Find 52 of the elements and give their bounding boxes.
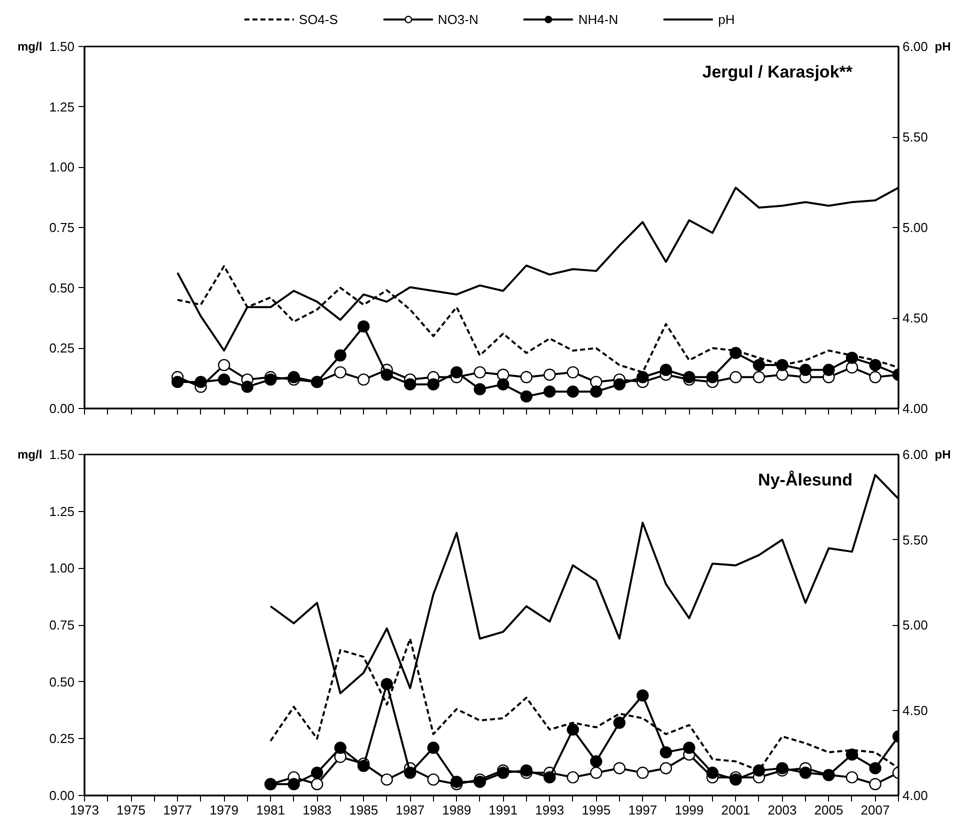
x-tick-label: 1993 [535, 802, 564, 818]
x-tick-label: 1975 [116, 802, 146, 818]
x-tick-label: 2005 [814, 802, 844, 818]
y-tick-label: 1.00 [49, 160, 75, 175]
y-tick-label: 0.25 [49, 731, 75, 746]
x-tick-label: 1999 [674, 802, 704, 818]
text: Jergul / Karasjok** [702, 62, 853, 82]
y-axis-title: mg/l [18, 448, 42, 462]
x-tick-label: 1989 [442, 802, 472, 818]
x-tick-label: 1973 [70, 802, 99, 818]
legend-label: NO3-N [438, 12, 478, 26]
x-tick-label: 1983 [302, 802, 332, 818]
legend-label: SO4-S [298, 12, 338, 26]
legend-label: NH4-N [578, 12, 618, 26]
y-tick-label: 0.50 [49, 280, 75, 296]
x-tick-label: 1977 [163, 802, 192, 818]
y-tick-label: 0.25 [49, 340, 75, 356]
x-tick-label: 2003 [768, 802, 797, 818]
y2-tick-label: 4.00 [902, 788, 928, 803]
y2-axis-title: pH [934, 448, 951, 462]
y2-tick-label: 6.00 [902, 447, 928, 462]
x-tick-label: 1981 [256, 802, 286, 818]
y-tick-label: 1.25 [49, 99, 75, 114]
x-tick-label: 1991 [488, 802, 518, 818]
y2-tick-label: 6.00 [902, 39, 928, 54]
x-tick-label: 1997 [628, 802, 658, 818]
y2-axis-title: pH [934, 40, 951, 54]
y2-tick-label: 4.00 [902, 401, 928, 416]
y-tick-label: 0.00 [49, 788, 75, 803]
y-tick-label: 0.75 [49, 220, 75, 235]
y2-tick-label: 4.50 [902, 310, 928, 326]
y-axis-title: mg/l [18, 40, 42, 54]
y2-tick-label: 5.00 [902, 220, 928, 235]
legend-label: pH [718, 12, 736, 26]
y-tick-label: 1.00 [49, 560, 75, 576]
y-tick-label: 0.50 [49, 674, 75, 690]
y-tick-label: 0.75 [49, 618, 75, 632]
x-tick-label: 1987 [396, 802, 425, 818]
y-tick-label: 1.50 [49, 39, 75, 54]
x-tick-label: 2007 [860, 802, 890, 818]
y2-tick-label: 5.50 [902, 532, 928, 548]
x-tick-label: 1985 [349, 802, 378, 818]
x-tick-label: 2001 [721, 802, 750, 818]
x-tick-label: 1979 [210, 802, 239, 818]
y2-tick-label: 5.00 [902, 618, 928, 632]
y-tick-label: 1.25 [49, 504, 75, 519]
text: Ny-Ålesund [758, 470, 853, 490]
y2-tick-label: 5.50 [902, 130, 928, 144]
y-tick-label: 0.00 [49, 401, 75, 416]
y2-tick-label: 4.50 [902, 702, 928, 718]
x-tick-label: 1995 [582, 802, 611, 818]
y-tick-label: 1.50 [49, 447, 75, 462]
